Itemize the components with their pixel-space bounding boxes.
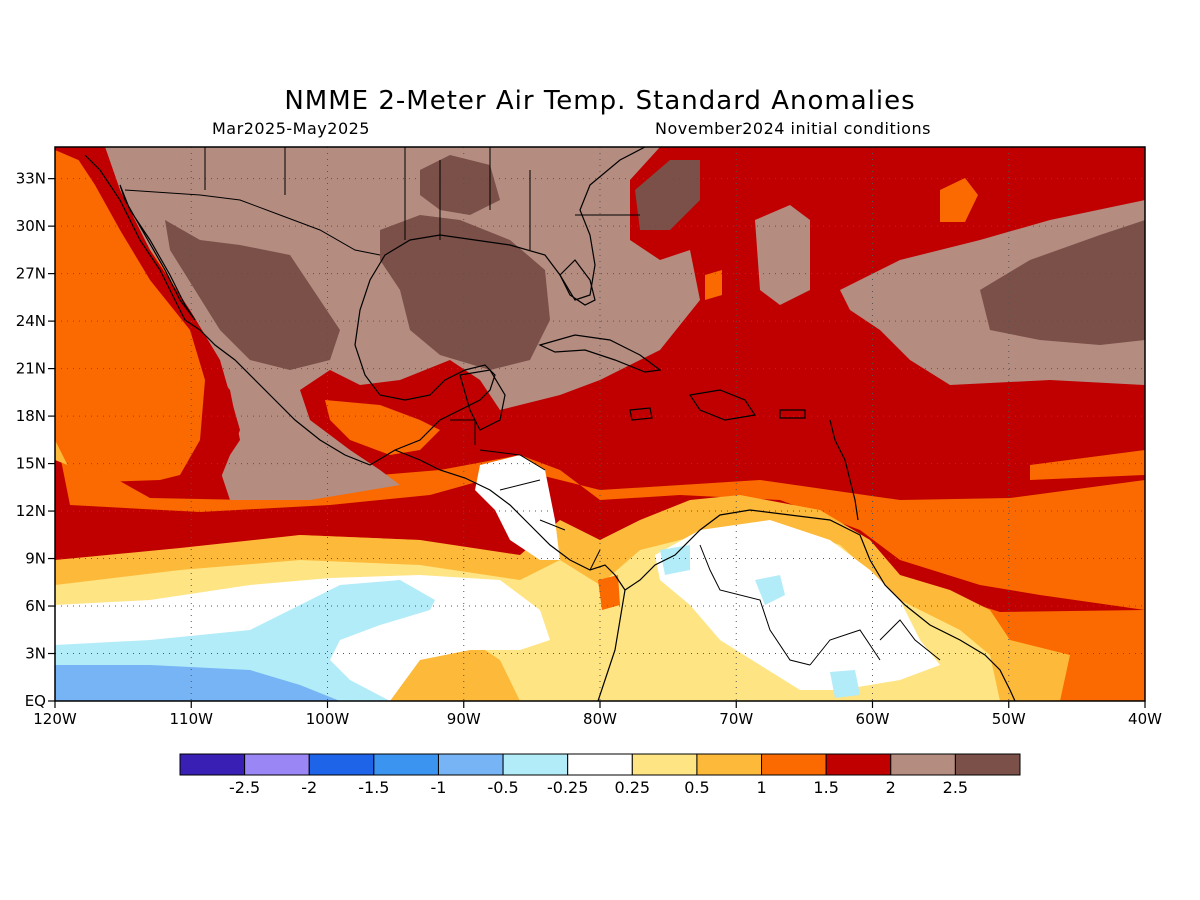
x-tick-label: 60W bbox=[856, 710, 890, 728]
y-tick-label: 9N bbox=[25, 550, 46, 568]
contour-darkbrown-atlantic-small bbox=[635, 160, 700, 230]
y-tick-label: 21N bbox=[16, 360, 46, 378]
coastline-florida bbox=[559, 259, 596, 306]
contour-lightblue-south-america bbox=[755, 575, 785, 605]
coastline-central-america bbox=[394, 449, 1016, 701]
forecast-period: Mar2025-May2025 bbox=[212, 119, 370, 138]
map-title: NMME 2-Meter Air Temp. Standard Anomalie… bbox=[284, 86, 916, 116]
colorbar-label: 0.5 bbox=[684, 778, 709, 797]
coastline-puerto-rico bbox=[779, 409, 806, 419]
contour-lightblue-south-america-2 bbox=[830, 670, 860, 698]
colorbar-swatch bbox=[631, 753, 698, 776]
colorbar-label: -2.5 bbox=[229, 778, 260, 797]
colorbar-swatch bbox=[373, 753, 439, 776]
contour-orange-atlantic-2 bbox=[705, 270, 722, 300]
y-tick-label: 12N bbox=[16, 502, 46, 520]
colorbar-swatch bbox=[502, 753, 569, 776]
contour-darkbrown-atlantic bbox=[980, 220, 1145, 345]
x-tick-label: 50W bbox=[992, 710, 1026, 728]
colorbar-label: 0.25 bbox=[614, 778, 650, 797]
contour-orange-south bbox=[55, 420, 1145, 610]
x-tick-label: 110W bbox=[170, 710, 214, 728]
y-tick-label: 18N bbox=[16, 407, 46, 425]
contour-brown-atlantic-central bbox=[755, 205, 810, 305]
contour-darkbrown-gulf bbox=[380, 215, 550, 370]
graticule bbox=[55, 147, 1145, 701]
colorbar-swatch bbox=[567, 753, 633, 776]
contour-darkbrown-mexico bbox=[165, 220, 340, 370]
y-tick-label: 24N bbox=[16, 312, 46, 330]
colorbar-swatch bbox=[954, 753, 1021, 776]
y-tick-label: 33N bbox=[16, 170, 46, 188]
coastline-hispaniola bbox=[688, 389, 757, 421]
contour-red-baja bbox=[70, 147, 240, 480]
colorbar-swatch bbox=[890, 753, 956, 776]
colorbar-swatch bbox=[308, 753, 375, 776]
initial-conditions: November2024 initial conditions bbox=[655, 119, 931, 138]
colorbar-label: 1 bbox=[756, 778, 766, 797]
contour-lightblue-colombia bbox=[660, 545, 690, 575]
y-axis: EQ 3N 6N 9N 12N 15N 18N 21N 24N 27N 30N 33N bbox=[16, 170, 55, 710]
y-tick-label: 3N bbox=[25, 645, 46, 663]
anomaly-field bbox=[55, 147, 1145, 701]
colorbar-swatch bbox=[761, 753, 827, 776]
coastline-south-america-west bbox=[597, 589, 626, 701]
colorbar-swatch bbox=[437, 753, 504, 776]
colorbar-swatch bbox=[244, 753, 310, 776]
y-tick-label: 6N bbox=[25, 597, 46, 615]
border-south-america bbox=[699, 544, 941, 666]
colorbar-swatch bbox=[696, 753, 763, 776]
coastline-cuba bbox=[538, 334, 662, 373]
coastline-antilles bbox=[829, 419, 859, 521]
y-tick-label: 30N bbox=[16, 217, 46, 235]
x-tick-label: 100W bbox=[306, 710, 350, 728]
x-tick-label: 80W bbox=[583, 710, 617, 728]
border-us-states bbox=[204, 147, 640, 250]
contour-orange-atlantic-1 bbox=[940, 178, 978, 222]
x-axis: 120W 110W 100W 90W 80W 70W 60W 50W 40W bbox=[33, 701, 1162, 728]
contour-blue bbox=[55, 665, 340, 701]
y-tick-label: 27N bbox=[16, 265, 46, 283]
contour-orange-pacific-coast bbox=[325, 400, 440, 455]
coastline-yucatan bbox=[459, 369, 506, 431]
colorbar-legend: -2.5 -2 -1.5 -1 -0.5 -0.25 0.25 0.5 1 1.5 2 2.5 bbox=[179, 753, 1021, 797]
x-tick-label: 90W bbox=[447, 710, 481, 728]
y-tick-label: EQ bbox=[25, 692, 46, 710]
contour-white-venezuela bbox=[655, 520, 940, 690]
contour-orange-coast-baja bbox=[55, 150, 210, 482]
contour-orange-panama bbox=[598, 575, 620, 610]
colorbar-label: -1 bbox=[430, 778, 446, 797]
x-tick-label: 70W bbox=[719, 710, 753, 728]
colorbar-swatch bbox=[825, 753, 892, 776]
contour-brown-north bbox=[105, 147, 700, 500]
x-tick-label: 40W bbox=[1128, 710, 1162, 728]
x-tick-label: 120W bbox=[33, 710, 77, 728]
colorbar-label: -0.5 bbox=[487, 778, 518, 797]
colorbar-label: -1.5 bbox=[358, 778, 389, 797]
colorbar-label: 2 bbox=[886, 778, 896, 797]
coastline-baja bbox=[119, 184, 196, 321]
border-us-mexico bbox=[124, 189, 381, 256]
coastline-jamaica bbox=[629, 407, 653, 421]
colorbar-label: 1.5 bbox=[813, 778, 838, 797]
contour-orange-atlantic-3 bbox=[1030, 450, 1145, 480]
border-central-america bbox=[450, 419, 601, 571]
colorbar-label: 2.5 bbox=[943, 778, 968, 797]
coastlines bbox=[84, 147, 1016, 701]
political-borders bbox=[124, 147, 941, 666]
colorbar-swatch bbox=[179, 753, 246, 776]
y-tick-label: 15N bbox=[16, 455, 46, 473]
colorbar-label: -0.25 bbox=[547, 778, 588, 797]
colorbar-label: -2 bbox=[301, 778, 317, 797]
